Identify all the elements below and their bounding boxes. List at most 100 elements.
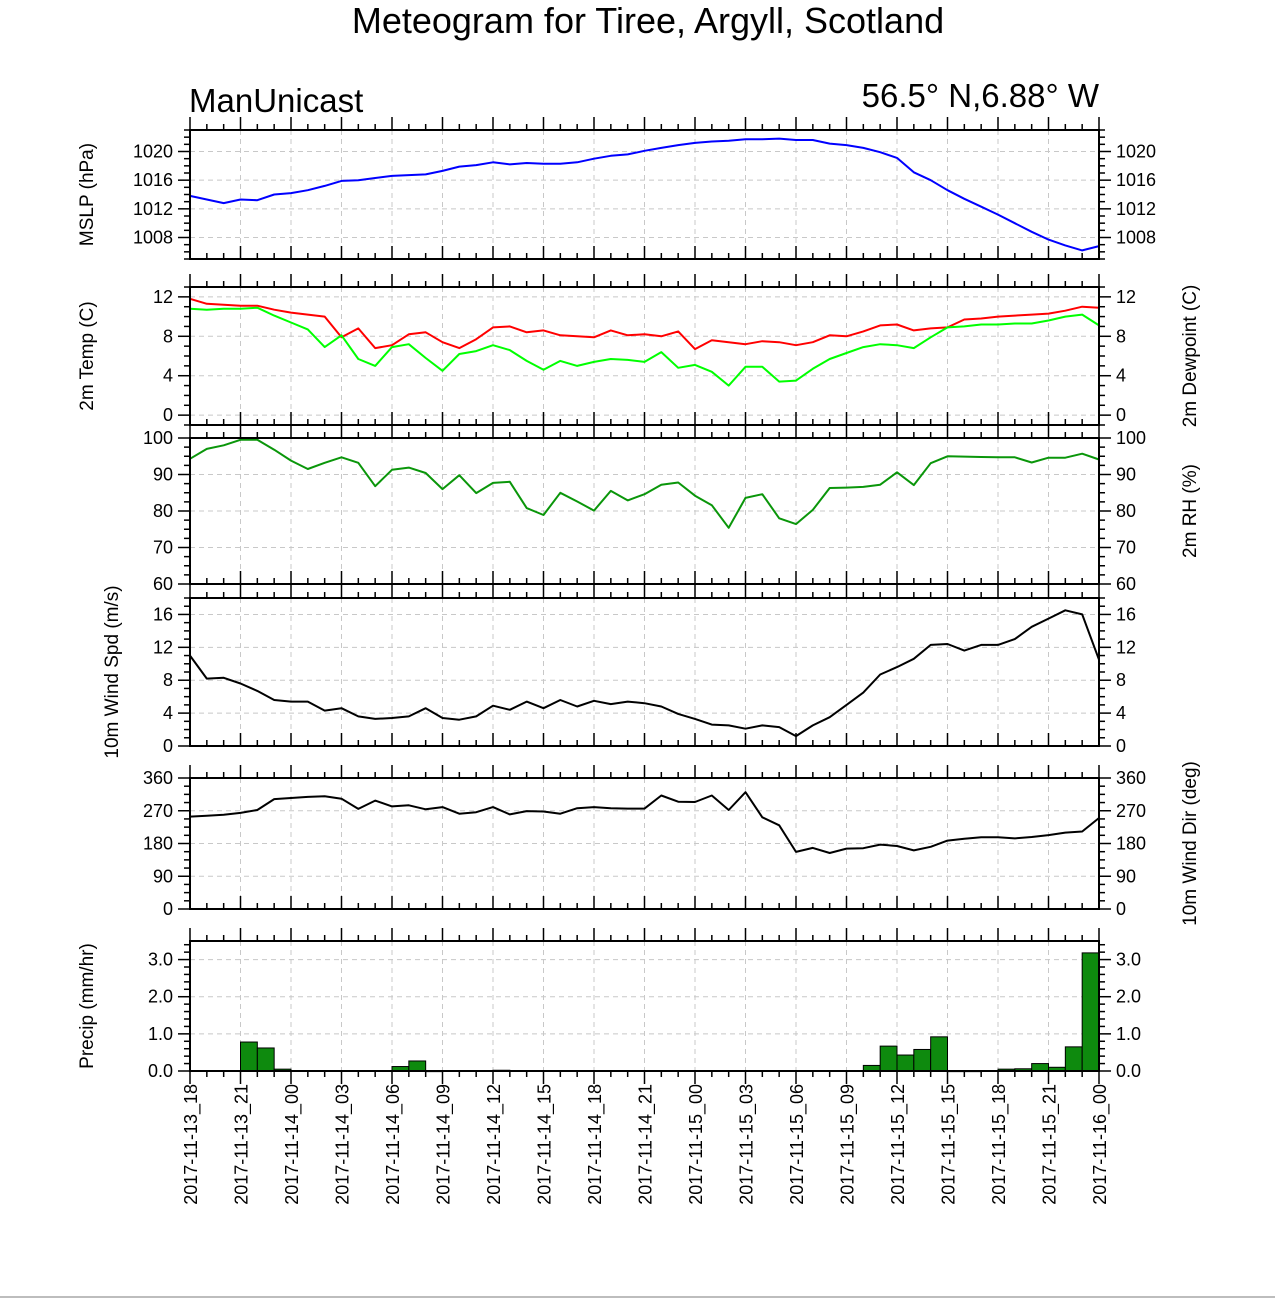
x-tick-label: 2017-11-15_21 xyxy=(1040,1084,1061,1205)
y-axis-label-left: MSLP (hPa) xyxy=(77,143,98,246)
y-tick-label-left: 90 xyxy=(153,465,173,485)
y-tick-label-right: 60 xyxy=(1116,574,1136,594)
y-tick-label-right: 2.0 xyxy=(1116,987,1141,1007)
panel-3: 60 60 70 70 80 80 90 90 100 100 2m RH (%) xyxy=(143,425,1201,594)
y-tick-label-right: 0.0 xyxy=(1116,1061,1141,1081)
y-tick-label-left: 0 xyxy=(163,736,173,756)
y-tick-label-left: 8 xyxy=(163,326,173,346)
series-line-2 xyxy=(189,306,1100,387)
precip-bar xyxy=(1081,952,1100,1072)
y-tick-label-right: 16 xyxy=(1116,604,1136,624)
bottom-divider xyxy=(0,1296,1275,1298)
y-tick-label-left: 1008 xyxy=(133,228,173,248)
y-tick-label-right: 4 xyxy=(1116,366,1126,386)
panel-4: 0 0 4 4 8 8 12 12 16 16 10m Wind Spd (m/s) xyxy=(102,585,1136,759)
series-line-1 xyxy=(189,791,1100,854)
y-tick-label-right: 70 xyxy=(1116,538,1136,558)
y-tick-label-right: 1008 xyxy=(1116,228,1156,248)
y-axis-label-right: 2m Dewpoint (C) xyxy=(1180,285,1201,428)
y-tick-label-left: 12 xyxy=(153,287,173,307)
x-tick-label: 2017-11-16_00 xyxy=(1090,1084,1111,1205)
x-tick-label: 2017-11-13_18 xyxy=(181,1084,202,1205)
x-tick-label: 2017-11-14_21 xyxy=(636,1084,657,1205)
x-tick-label: 2017-11-14_00 xyxy=(282,1084,303,1205)
precip-bar xyxy=(930,1036,949,1072)
precip-bar xyxy=(1064,1046,1083,1072)
y-tick-label-right: 180 xyxy=(1116,834,1146,854)
series-line-1 xyxy=(189,137,1100,252)
y-tick-label-left: 1.0 xyxy=(148,1024,173,1044)
y-tick-label-left: 2.0 xyxy=(148,987,173,1007)
x-tick-label: 2017-11-14_12 xyxy=(484,1084,505,1205)
y-tick-label-right: 90 xyxy=(1116,465,1136,485)
y-tick-label-left: 70 xyxy=(153,538,173,558)
panel-1: 1008 1008 1012 1012 1016 1016 1020 1020 MSLP (hP… xyxy=(77,117,1156,260)
y-tick-label-left: 180 xyxy=(143,834,173,854)
y-tick-label-left: 1016 xyxy=(133,170,173,190)
x-tick-label: 2017-11-15_15 xyxy=(939,1084,960,1205)
y-tick-label-right: 4 xyxy=(1116,703,1126,723)
precip-bar xyxy=(256,1047,275,1072)
y-tick-label-right: 1020 xyxy=(1116,142,1156,162)
y-tick-label-right: 270 xyxy=(1116,801,1146,821)
y-tick-label-left: 4 xyxy=(163,366,173,386)
x-tick-label: 2017-11-15_06 xyxy=(787,1084,808,1205)
y-tick-label-right: 0 xyxy=(1116,899,1126,919)
y-tick-label-left: 360 xyxy=(143,768,173,788)
y-axis-label-left: 10m Wind Spd (m/s) xyxy=(102,585,123,758)
y-tick-label-right: 0 xyxy=(1116,736,1126,756)
y-tick-label-right: 0 xyxy=(1116,405,1126,425)
y-tick-label-right: 1.0 xyxy=(1116,1024,1141,1044)
x-tick-label: 2017-11-15_18 xyxy=(989,1084,1010,1205)
y-tick-label-left: 3.0 xyxy=(148,950,173,970)
y-tick-label-right: 360 xyxy=(1116,768,1146,788)
y-tick-label-right: 80 xyxy=(1116,501,1136,521)
x-tick-label: 2017-11-13_21 xyxy=(232,1084,253,1205)
y-tick-label-left: 0 xyxy=(163,405,173,425)
location-coordinates-label: 56.5° N,6.88° W xyxy=(862,77,1100,114)
y-tick-label-left: 270 xyxy=(143,801,173,821)
y-tick-label-right: 12 xyxy=(1116,287,1136,307)
x-tick-label: 2017-11-15_03 xyxy=(737,1084,758,1205)
y-tick-label-left: 0.0 xyxy=(148,1061,173,1081)
x-axis-labels: 2017-11-13_18 2017-11-13_21 2017-11-14_00 2… xyxy=(181,1084,1111,1205)
x-tick-label: 2017-11-14_18 xyxy=(585,1084,606,1205)
panel-2: 0 0 4 4 8 8 12 12 2m Temp (C) 2m Dewpoint (C) xyxy=(77,274,1201,427)
y-tick-label-right: 1012 xyxy=(1116,199,1156,219)
y-tick-label-left: 0 xyxy=(163,899,173,919)
y-tick-label-right: 8 xyxy=(1116,326,1126,346)
y-tick-label-right: 1016 xyxy=(1116,170,1156,190)
y-axis-label-right: 2m RH (%) xyxy=(1180,464,1201,558)
y-tick-label-left: 12 xyxy=(153,637,173,657)
x-tick-label: 2017-11-14_03 xyxy=(333,1084,354,1205)
model-name-label: ManUnicast xyxy=(189,82,363,119)
y-axis-label-left: Precip (mm/hr) xyxy=(77,943,98,1069)
panel-6: 0.0 0.0 1.0 1.0 2.0 2.0 3.0 3.0 Precip (mm/hr) xyxy=(77,928,1141,1084)
x-tick-label: 2017-11-14_06 xyxy=(383,1084,404,1205)
y-tick-label-left: 4 xyxy=(163,703,173,723)
y-axis-label-right: 10m Wind Dir (deg) xyxy=(1180,761,1201,926)
y-axis-label-left: 2m Temp (C) xyxy=(77,301,98,410)
y-tick-label-left: 100 xyxy=(143,428,173,448)
y-tick-label-right: 3.0 xyxy=(1116,950,1141,970)
y-tick-label-left: 80 xyxy=(153,501,173,521)
y-tick-label-left: 1020 xyxy=(133,142,173,162)
y-tick-label-left: 1012 xyxy=(133,199,173,219)
x-tick-label: 2017-11-15_00 xyxy=(686,1084,707,1205)
precip-bar xyxy=(879,1045,898,1072)
precip-bar xyxy=(896,1054,915,1072)
y-tick-label-left: 60 xyxy=(153,574,173,594)
x-tick-label: 2017-11-15_09 xyxy=(838,1084,859,1205)
precip-bar xyxy=(1031,1063,1049,1072)
series-line-1 xyxy=(189,438,1100,529)
precip-bar xyxy=(408,1060,427,1072)
y-tick-label-right: 90 xyxy=(1116,866,1136,886)
y-tick-label-right: 12 xyxy=(1116,637,1136,657)
chart-title: Meteogram for Tiree, Argyll, Scotland xyxy=(352,0,944,41)
y-tick-label-left: 16 xyxy=(153,604,173,624)
series-line-1 xyxy=(189,609,1100,738)
y-tick-label-right: 8 xyxy=(1116,670,1126,690)
x-tick-label: 2017-11-14_09 xyxy=(434,1084,455,1205)
